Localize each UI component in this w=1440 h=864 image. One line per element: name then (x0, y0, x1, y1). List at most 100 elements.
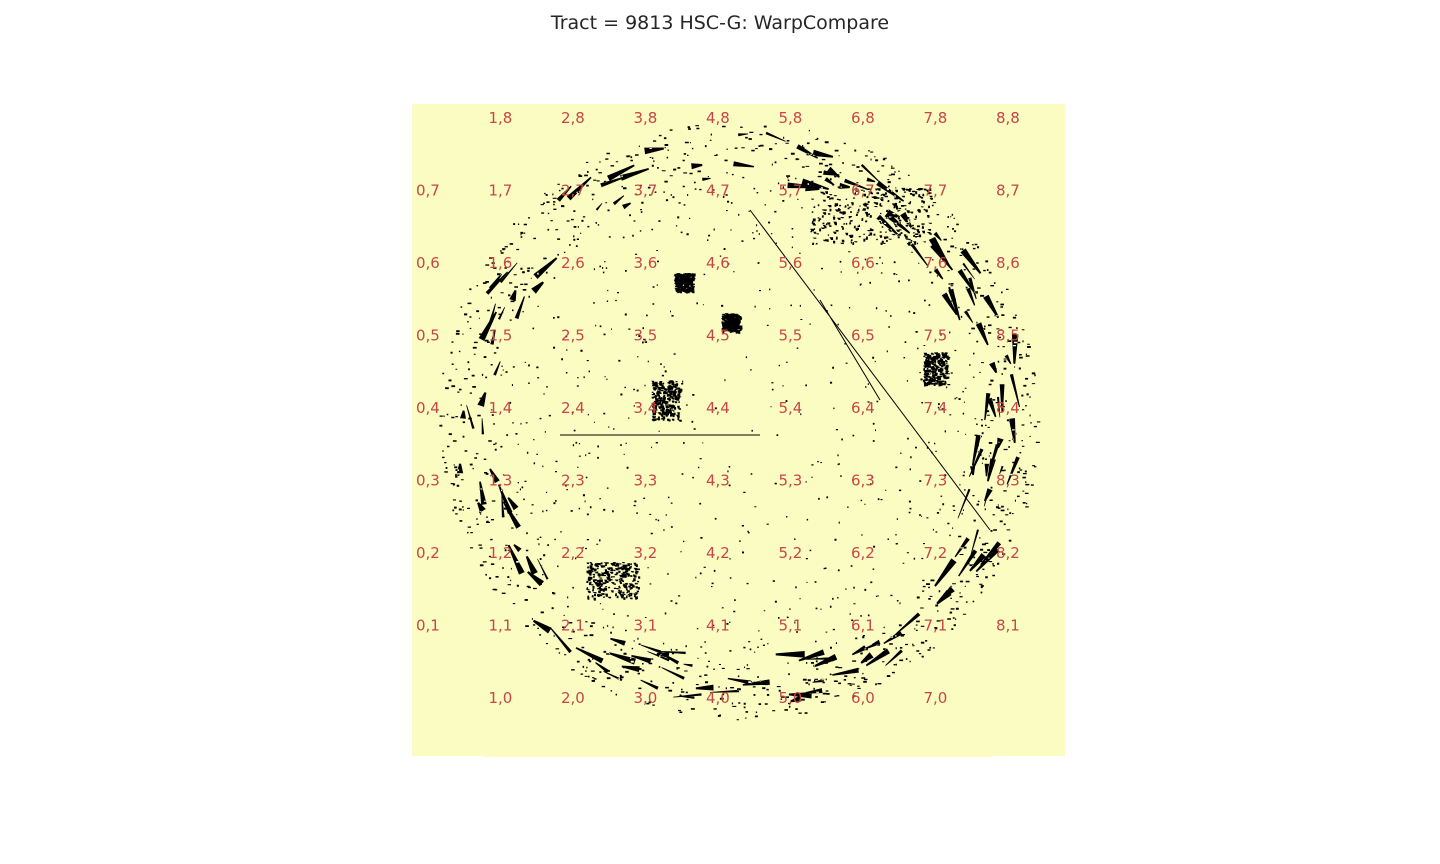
patch-label-7-7: 7,7 (924, 182, 948, 200)
masked-border (412, 104, 1065, 756)
patch-label-8-4: 8,4 (996, 399, 1020, 417)
patch-label-0-3: 0,3 (416, 472, 440, 490)
patch-label-5-4: 5,4 (779, 399, 803, 417)
patch-label-8-2: 8,2 (996, 544, 1020, 562)
patch-label-8-3: 8,3 (996, 472, 1020, 490)
patch-label-3-8: 3,8 (634, 109, 658, 127)
patch-label-7-5: 7,5 (924, 327, 948, 345)
patch-label-3-6: 3,6 (634, 254, 658, 272)
patch-label-4-3: 4,3 (706, 472, 730, 490)
patch-cell-2-3 (557, 466, 631, 540)
patch-label-0-5: 0,5 (416, 327, 440, 345)
patch-cell-1-5 (484, 321, 558, 395)
patch-cell-7-3 (919, 466, 993, 540)
patch-cell-4-4 (702, 394, 776, 468)
patch-label-5-2: 5,2 (779, 544, 803, 562)
patch-label-8-7: 8,7 (996, 182, 1020, 200)
patch-label-8-8: 8,8 (996, 109, 1020, 127)
patch-label-3-1: 3,1 (634, 617, 658, 635)
patch-cell-3-2 (629, 539, 703, 613)
patch-label-6-5: 6,5 (851, 327, 875, 345)
patch-label-2-3: 2,3 (561, 472, 585, 490)
patch-label-4-4: 4,4 (706, 399, 730, 417)
patch-label-6-8: 6,8 (851, 109, 875, 127)
patch-label-5-3: 5,3 (779, 472, 803, 490)
patch-label-7-2: 7,2 (924, 544, 948, 562)
patch-cell-4-2 (702, 539, 776, 613)
patch-label-7-3: 7,3 (924, 472, 948, 490)
patch-label-1-4: 1,4 (489, 399, 513, 417)
patch-label-7-8: 7,8 (924, 109, 948, 127)
patch-label-4-0: 4,0 (706, 689, 730, 707)
patch-label-3-4: 3,4 (634, 399, 658, 417)
patch-label-2-1: 2,1 (561, 617, 585, 635)
patch-cell-2-6 (557, 249, 631, 323)
patch-cell-6-5 (847, 321, 921, 395)
patch-cell-4-7 (702, 176, 776, 250)
patch-label-5-6: 5,6 (779, 254, 803, 272)
patch-label-8-5: 8,5 (996, 327, 1020, 345)
patch-label-1-6: 1,6 (489, 254, 513, 272)
patch-cell-3-5 (629, 321, 703, 395)
patch-label-5-0: 5,0 (779, 689, 803, 707)
patch-cell-5-6 (774, 249, 848, 323)
patch-label-0-6: 0,6 (416, 254, 440, 272)
patch-label-3-2: 3,2 (634, 544, 658, 562)
patch-label-6-1: 6,1 (851, 617, 875, 635)
patch-label-3-5: 3,5 (634, 327, 658, 345)
patch-label-1-8: 1,8 (489, 109, 513, 127)
patch-label-4-5: 4,5 (706, 327, 730, 345)
patch-cell-1-4 (484, 394, 558, 468)
patch-label-5-8: 5,8 (779, 109, 803, 127)
patch-label-1-0: 1,0 (489, 689, 513, 707)
patch-label-2-4: 2,4 (561, 399, 585, 417)
patch-cell-5-4 (774, 394, 848, 468)
patch-cell-5-1 (774, 611, 848, 685)
patch-cell-4-6 (702, 249, 776, 323)
patch-label-0-1: 0,1 (416, 617, 440, 635)
patch-label-6-4: 6,4 (851, 399, 875, 417)
patch-label-3-3: 3,3 (634, 472, 658, 490)
patch-cell-2-4 (557, 394, 631, 468)
patch-cell-6-2 (847, 539, 921, 613)
patch-label-0-4: 0,4 (416, 399, 440, 417)
patch-label-6-7: 6,7 (851, 182, 875, 200)
patch-label-8-1: 8,1 (996, 617, 1020, 635)
patch-cell-6-6 (847, 249, 921, 323)
patch-cell-5-2 (774, 539, 848, 613)
masked-pixels (412, 104, 1065, 756)
patch-label-6-2: 6,2 (851, 544, 875, 562)
patch-cell-2-5 (557, 321, 631, 395)
patch-label-3-0: 3,0 (634, 689, 658, 707)
patch-label-2-8: 2,8 (561, 109, 585, 127)
patch-label-2-6: 2,6 (561, 254, 585, 272)
patch-label-7-0: 7,0 (924, 689, 948, 707)
patch-cell-3-1 (629, 611, 703, 685)
patch-label-7-6: 7,6 (924, 254, 948, 272)
patch-label-6-6: 6,6 (851, 254, 875, 272)
masked-trails (560, 209, 991, 531)
patch-cell-5-5 (774, 321, 848, 395)
patch-label-5-1: 5,1 (779, 617, 803, 635)
patch-label-4-1: 4,1 (706, 617, 730, 635)
patch-label-3-7: 3,7 (634, 182, 658, 200)
patch-cell-6-3 (847, 466, 921, 540)
patch-label-0-2: 0,2 (416, 544, 440, 562)
patch-label-0-7: 0,7 (416, 182, 440, 200)
patch-label-1-3: 1,3 (489, 472, 513, 490)
patch-cell-5-3 (774, 466, 848, 540)
patch-cell-4-3 (702, 466, 776, 540)
patch-label-1-2: 1,2 (489, 544, 513, 562)
patch-labels: 0,1 0,2 0,3 0,4 0,5 0,6 0,7 1,0 1,1 1,2 1,3 1,4 1,5 1… (416, 109, 1020, 707)
chart-title: Tract = 9813 HSC-G: WarpCompare (550, 12, 890, 34)
patch-label-2-2: 2,2 (561, 544, 585, 562)
patch-label-1-7: 1,7 (489, 182, 513, 200)
patch-label-2-7: 2,7 (561, 182, 585, 200)
patch-label-1-1: 1,1 (489, 617, 513, 635)
patch-cell-4-1 (702, 611, 776, 685)
patch-label-7-4: 7,4 (924, 399, 948, 417)
patch-label-6-3: 6,3 (851, 472, 875, 490)
patch-label-4-2: 4,2 (706, 544, 730, 562)
patch-label-5-7: 5,7 (779, 182, 803, 200)
